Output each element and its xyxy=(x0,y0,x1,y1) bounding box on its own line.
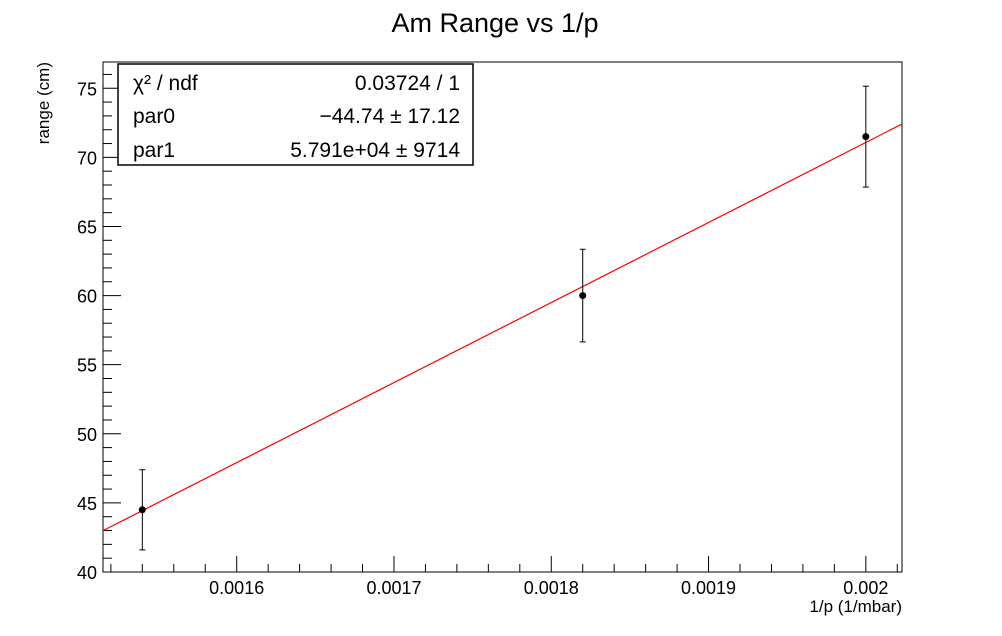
stats-label-par1: par1 xyxy=(133,139,175,162)
x-tick-label: 0.0019 xyxy=(681,578,736,598)
data-marker xyxy=(579,292,587,300)
y-tick-label: 45 xyxy=(77,494,97,514)
fit-line-segment xyxy=(102,123,903,532)
axes: 0.0016 0.0017 0.0018 0.0019 0.002 40 45 50 55 60 6… xyxy=(77,61,903,598)
y-tick-label: 70 xyxy=(77,148,97,168)
y-tick-label: 40 xyxy=(77,563,97,583)
stats-label-par0: par0 xyxy=(133,105,175,128)
chart-title: Am Range vs 1/p xyxy=(391,8,598,38)
y-axis-title: range (cm) xyxy=(34,62,53,144)
data-point xyxy=(138,469,146,551)
stats-label-chi2: χ² / ndf xyxy=(133,72,198,95)
stats-value-par0: −44.74 ± 17.12 xyxy=(319,105,460,128)
x-tick-label: 0.0018 xyxy=(524,578,579,598)
plot-frame xyxy=(102,61,903,573)
stats-value-chi2: 0.03724 / 1 xyxy=(355,72,460,95)
x-tick-label: 0.002 xyxy=(843,578,888,598)
y-tick-label: 50 xyxy=(77,425,97,445)
x-tick-label: 0.0016 xyxy=(209,578,264,598)
x-tick-label: 0.0017 xyxy=(366,578,421,598)
stats-value-par1: 5.791e+04 ± 9714 xyxy=(290,139,460,162)
y-tick-label: 75 xyxy=(77,79,97,99)
y-tick-label: 60 xyxy=(77,287,97,307)
y-tick-label: 65 xyxy=(77,217,97,237)
x-axis-title: 1/p (1/mbar) xyxy=(809,597,902,616)
data-point xyxy=(862,85,870,188)
stats-box: χ² / ndf 0.03724 / 1 par0 −44.74 ± 17.12… xyxy=(117,63,474,166)
data-marker xyxy=(138,506,146,514)
data-point xyxy=(579,248,587,343)
fit-line xyxy=(102,123,903,532)
data-marker xyxy=(862,133,870,141)
data-points xyxy=(138,85,870,551)
y-tick-label: 55 xyxy=(77,356,97,376)
stats-box-frame xyxy=(117,63,474,166)
